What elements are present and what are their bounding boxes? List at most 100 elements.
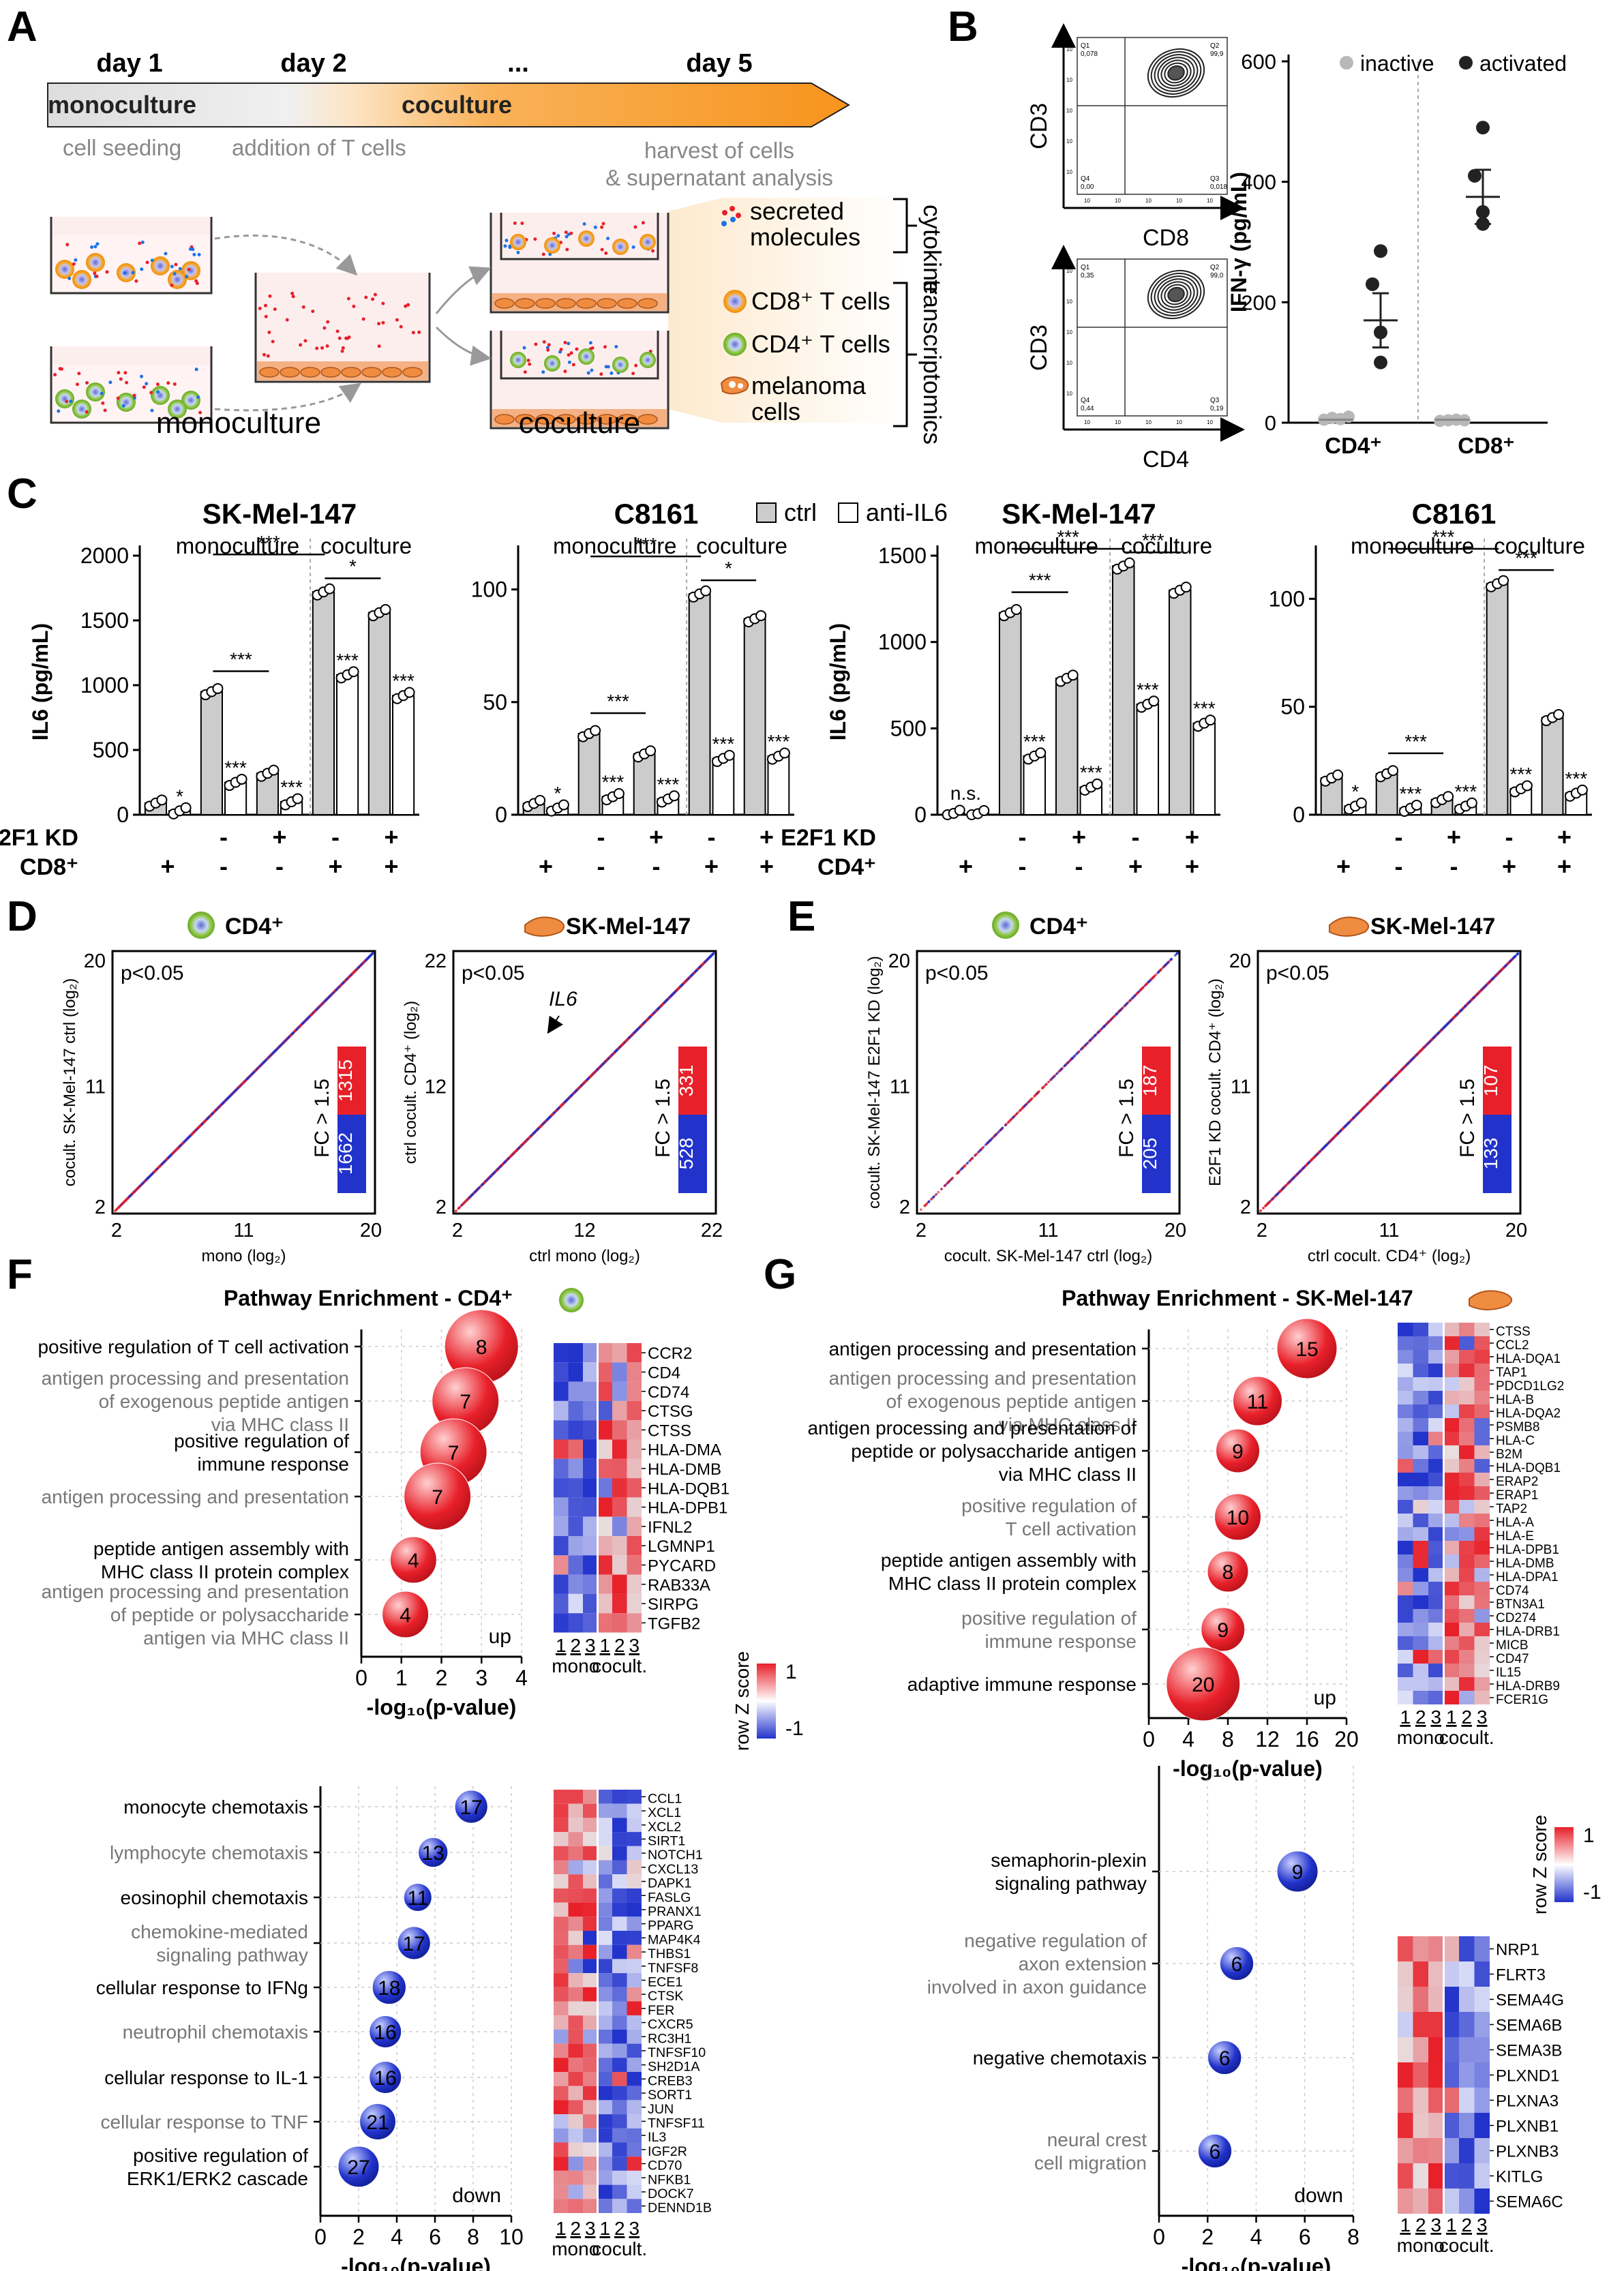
replicate-point bbox=[723, 749, 735, 761]
plot-header: SK-Mel-147 bbox=[566, 914, 691, 939]
secreted-molecule bbox=[604, 365, 608, 369]
replicate-point bbox=[1553, 708, 1565, 720]
y-tick-label: 1000 bbox=[878, 630, 927, 655]
secreted-molecule bbox=[123, 271, 127, 275]
secreted-molecule bbox=[520, 221, 524, 225]
replicate-point bbox=[978, 804, 990, 816]
replicate-point bbox=[212, 682, 224, 694]
gene-point bbox=[172, 1150, 176, 1154]
secreted-molecule bbox=[303, 339, 307, 343]
section-coculture: coculture bbox=[696, 533, 787, 558]
gene-point bbox=[118, 1205, 121, 1208]
day-label: day 1 bbox=[96, 49, 162, 78]
axis-tick: 10 bbox=[1066, 329, 1072, 335]
secreted-molecule bbox=[95, 274, 99, 278]
secreted-molecule bbox=[651, 249, 655, 253]
y-tick-label: 0 bbox=[117, 802, 129, 827]
secreted-molecule bbox=[132, 393, 136, 397]
gene-point bbox=[312, 1011, 315, 1014]
y-tick-label: 500 bbox=[890, 716, 927, 740]
secreted-molecule bbox=[77, 372, 81, 376]
secreted-molecule bbox=[53, 373, 57, 377]
day-label: day 5 bbox=[686, 49, 752, 78]
significance: *** bbox=[258, 532, 280, 553]
secreted-molecule bbox=[123, 371, 127, 375]
secreted-molecule bbox=[417, 330, 421, 334]
significance: *** bbox=[1510, 764, 1533, 785]
gene-point bbox=[178, 1145, 181, 1148]
bar-ctrl bbox=[633, 753, 656, 815]
significance: * bbox=[1351, 781, 1359, 802]
cd4-t-cell bbox=[510, 352, 526, 368]
cd4-t-cell bbox=[544, 355, 560, 372]
bar-ctrl bbox=[200, 691, 223, 815]
gene-point bbox=[277, 1046, 280, 1049]
bar-anti-il6 bbox=[712, 757, 735, 816]
secreted-molecule bbox=[542, 340, 546, 344]
melanoma-cell bbox=[494, 298, 515, 309]
panel-letter-f: F bbox=[7, 1251, 33, 1298]
melanoma-cell bbox=[259, 367, 280, 378]
melanoma-cell bbox=[637, 414, 658, 425]
secreted-molecule bbox=[59, 367, 63, 371]
secreted-molecule bbox=[273, 307, 277, 311]
secreted-molecule bbox=[290, 291, 295, 295]
secreted-molecule bbox=[266, 354, 270, 358]
day-label: day 2 bbox=[280, 49, 346, 78]
y-tick-label: 50 bbox=[483, 690, 507, 715]
melanoma-cell bbox=[617, 414, 637, 425]
e2f1-kd-indicator: + bbox=[1557, 823, 1572, 851]
gene-point bbox=[238, 1085, 241, 1088]
t-cell-indicator: + bbox=[328, 852, 342, 880]
gene-point bbox=[322, 1001, 325, 1004]
gene-point bbox=[258, 1065, 261, 1068]
secreted-molecule bbox=[395, 318, 399, 322]
y-axis-label: cocult. SK-Mel-147 ctrl (log₂) bbox=[61, 978, 79, 1186]
gene-point bbox=[142, 1180, 146, 1184]
timeline-co-label: coculture bbox=[402, 91, 512, 119]
secreted-molecule bbox=[172, 272, 177, 276]
t-cell-indicator: - bbox=[1075, 852, 1083, 880]
melanoma-cell-icon bbox=[524, 916, 565, 937]
gene-point bbox=[320, 1003, 323, 1006]
legend-melanoma: melanoma bbox=[751, 372, 867, 400]
section-coculture: coculture bbox=[1121, 533, 1212, 558]
secreted-molecule bbox=[145, 382, 149, 386]
secreted-molecule bbox=[132, 396, 136, 400]
secreted-molecule bbox=[322, 326, 327, 330]
gene-point bbox=[454, 1209, 457, 1213]
secreted-molecule bbox=[320, 346, 325, 350]
secreted-molecule bbox=[150, 408, 154, 412]
replicate-point bbox=[1498, 575, 1509, 586]
y-tick-label: 100 bbox=[1269, 586, 1305, 611]
gene-point bbox=[200, 1123, 203, 1126]
facs-y-label: CD3 bbox=[1026, 325, 1052, 371]
step-seeding: cell seeding bbox=[63, 135, 181, 160]
replicate-point bbox=[1576, 784, 1588, 796]
gene-point bbox=[209, 1114, 212, 1117]
cd4-cell-icon bbox=[187, 912, 215, 939]
x-axis-label: mono (log₂) bbox=[201, 1247, 286, 1265]
melanoma-cell bbox=[576, 298, 597, 309]
t-cell-indicator: - bbox=[1450, 852, 1458, 880]
y-tick-label: 0 bbox=[1293, 802, 1305, 827]
secreted-molecule bbox=[569, 351, 573, 355]
secreted-molecule bbox=[341, 346, 345, 350]
melanoma-cell bbox=[576, 414, 597, 425]
down-count: 1662 bbox=[335, 1132, 356, 1175]
secreted-molecule bbox=[117, 371, 121, 375]
legend-dot-inactive bbox=[1340, 56, 1353, 70]
significance: *** bbox=[602, 772, 625, 793]
gene-point bbox=[147, 1175, 151, 1179]
secreted-molecule bbox=[563, 370, 567, 374]
axis-tick: 10 bbox=[1207, 198, 1213, 204]
t-cell-indicator: - bbox=[275, 852, 284, 880]
gene-point bbox=[222, 1100, 226, 1104]
gene-point bbox=[267, 1055, 271, 1059]
replicate-point bbox=[668, 790, 680, 802]
replicate-point bbox=[1466, 797, 1477, 809]
chart-title: C8161 bbox=[614, 498, 699, 530]
secreted-molecule bbox=[567, 360, 571, 364]
facs-y-label: CD3 bbox=[1026, 103, 1052, 149]
